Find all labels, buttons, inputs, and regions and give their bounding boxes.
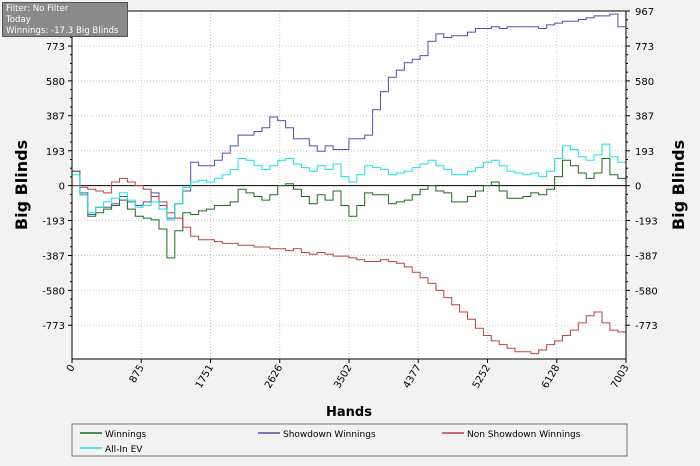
y-tick-label-left: 580	[46, 77, 65, 88]
x-axis-title: Hands	[326, 405, 372, 420]
y-tick-label-left: -580	[42, 286, 65, 297]
y-tick-label-left: 387	[46, 112, 65, 123]
legend-label: Non Showdown Winnings	[467, 430, 581, 440]
y-tick-label-left: -773	[42, 321, 65, 332]
grid-lines	[71, 10, 627, 359]
y-tick-label-right: 773	[635, 42, 654, 53]
y-tick-label-right: 193	[635, 147, 654, 158]
y-tick-label-left: 193	[46, 147, 65, 158]
winnings-summary: Winnings: -17.3 Big Blinds	[6, 26, 119, 36]
y-tick-label-right: 580	[635, 77, 654, 88]
y-tick-label-right: 387	[635, 112, 654, 123]
x-tick-label: 3502	[332, 363, 354, 391]
y-axis-title-left: Big Blinds	[12, 140, 31, 230]
filter-label: Filter: No Filter	[6, 4, 69, 14]
x-tick-label: 1751	[194, 363, 216, 391]
y-tick-label-right: 0	[635, 182, 641, 193]
legend: Winnings Showdown Winnings Non Showdown Wi…	[71, 423, 628, 457]
x-tick-label: 6128	[540, 363, 562, 391]
period-label: Today	[6, 15, 31, 25]
series-line-all-in-ev	[72, 143, 627, 221]
legend-label: All-In EV	[105, 445, 143, 455]
legend-label: Winnings	[105, 430, 147, 440]
y-tick-label-left: -193	[42, 216, 65, 227]
x-tick-label: 4377	[402, 363, 424, 391]
y-tick-label-right: -193	[635, 216, 658, 227]
y-tick-label-right: -387	[635, 252, 658, 263]
x-tick-label: 2626	[263, 363, 285, 391]
series-line-winnings	[72, 158, 627, 259]
y-tick-label-left: 773	[46, 42, 65, 53]
x-tick-label: 875	[128, 363, 147, 385]
filter-info-box: Filter: No Filter Today Winnings: -17.3 …	[2, 2, 128, 37]
y-tick-label-right: 967	[635, 7, 654, 18]
y-tick-label-left: -387	[42, 252, 65, 263]
legend-label: Showdown Winnings	[283, 430, 376, 440]
series-lines	[72, 13, 627, 355]
legend-items: Winnings Showdown Winnings Non Showdown Wi…	[80, 430, 581, 455]
series-line-showdown-winnings	[72, 13, 627, 219]
legend-box	[71, 423, 628, 457]
y-axis-title-right: Big Blinds	[669, 140, 688, 230]
y-tick-label-left: 0	[59, 182, 65, 193]
x-tick-label: 5252	[471, 363, 493, 391]
y-tick-label-right: -773	[635, 321, 658, 332]
x-tick-label: 0	[65, 363, 78, 374]
x-tick-label: 7003	[609, 363, 631, 391]
y-tick-label-right: -580	[635, 286, 658, 297]
